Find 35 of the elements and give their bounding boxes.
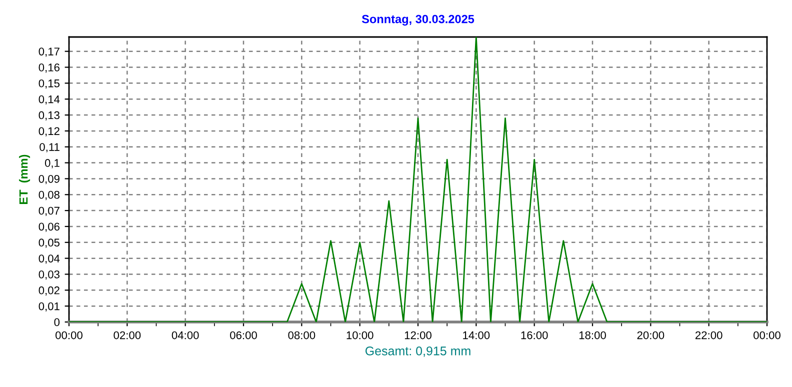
y-tick-label: 0,04 [38,254,60,264]
x-tick-label: 08:00 [288,331,316,340]
y-tick-label: 0,05 [38,238,60,248]
y-tick-label: 0,03 [38,270,60,280]
x-tick-label: 12:00 [404,331,432,340]
y-tick-label: 0,08 [38,190,60,200]
x-tick-label: 18:00 [579,331,606,340]
x-tick-label: 16:00 [521,331,548,340]
y-tick-label: 0,06 [38,222,60,232]
y-tick-label: 0,07 [38,206,60,216]
y-tick-label: 0,13 [38,111,60,120]
chart-title: Sonntag, 30.03.2025 [362,14,474,26]
y-tick-label: 0,12 [38,127,60,136]
x-tick-label: 00:00 [56,331,82,340]
y-tick-label: 0,11 [40,143,60,152]
x-tick-label: 04:00 [172,331,199,340]
x-tick-label: 06:00 [230,331,257,340]
x-tick-label: 10:00 [346,331,374,340]
y-axis-title: ET (mm) [19,154,30,204]
y-tick-label: 0,15 [38,79,60,89]
y-tick-label: 0,02 [38,286,60,296]
y-tick-label: 0 [54,318,60,326]
y-tick-label: 0,14 [38,95,60,105]
y-tick-label: 0,16 [38,64,60,73]
x-tick-label: 14:00 [463,331,490,340]
y-tick-label: 0,1 [44,159,60,168]
line-series [69,37,767,322]
x-tick-label: 20:00 [637,331,664,340]
x-tick-label: 02:00 [114,331,141,340]
text: Gesamt: 0,915 mm [365,346,470,357]
y-tick-label: 0,09 [38,174,60,184]
y-tick-label: 0,17 [38,48,60,57]
x-tick-label: 22:00 [695,331,722,340]
y-tick-label: 0,01 [38,302,60,312]
x-tick-label: 00:00 [754,331,780,340]
